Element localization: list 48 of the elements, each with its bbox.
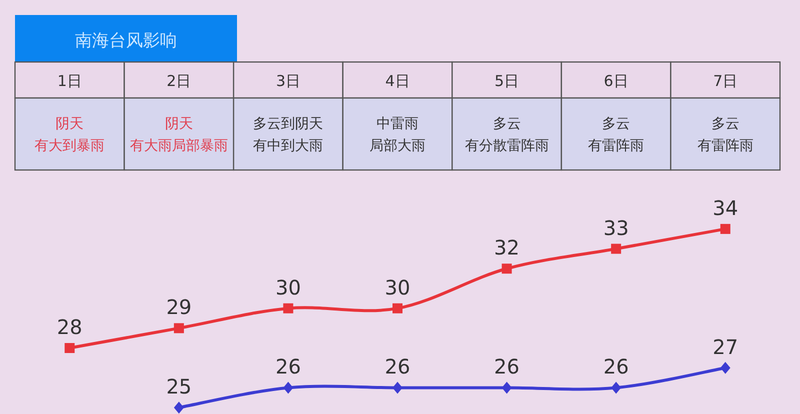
text: 中雷雨 <box>376 116 418 132</box>
x-tick-label: 3日 <box>276 72 300 90</box>
point <box>64 343 75 354</box>
point <box>174 402 184 414</box>
chart-title: 南海台风影响 <box>75 31 177 51</box>
data-label: 25 <box>166 374 192 399</box>
text: 有中到大雨 <box>253 138 324 154</box>
text: 有雷阵雨 <box>697 138 754 154</box>
data-label: 32 <box>494 236 520 260</box>
x-tick-label: 4日 <box>385 72 410 90</box>
data-label: 29 <box>166 295 192 320</box>
text: 有雷阵雨 <box>588 138 644 154</box>
text: 阴天 <box>56 116 84 132</box>
point <box>502 264 512 274</box>
x-tick-label: 2日 <box>166 72 192 90</box>
x-tick-label: 6日 <box>604 72 628 90</box>
point <box>720 362 730 374</box>
text: 有大雨局部暴雨 <box>130 138 228 154</box>
data-label: 33 <box>603 216 629 240</box>
text: 多云 <box>492 116 521 132</box>
data-label: 26 <box>603 354 629 379</box>
text: 有大到暴雨 <box>34 138 105 154</box>
x-tick-label: 5日 <box>494 72 520 90</box>
data-label: 30 <box>275 275 301 300</box>
data-label: 34 <box>712 196 738 220</box>
point <box>720 224 730 234</box>
point <box>392 303 402 314</box>
point <box>392 382 402 394</box>
text: 有分散雷阵雨 <box>464 138 549 154</box>
data-label: 26 <box>384 354 410 379</box>
data-label: 30 <box>384 275 410 300</box>
point <box>283 303 294 314</box>
text: 多云 <box>711 116 740 132</box>
text: 阴天 <box>164 116 193 132</box>
data-label: 28 <box>56 315 82 340</box>
x-tick-label: 7日 <box>713 72 738 90</box>
point <box>502 382 512 394</box>
text: 多云 <box>602 116 630 132</box>
x-tick-label: 1日 <box>57 72 82 90</box>
point <box>174 323 184 334</box>
data-label: 26 <box>494 354 520 379</box>
point <box>611 244 622 254</box>
text: 多云到阴天 <box>253 116 324 132</box>
point <box>611 382 622 394</box>
text: 局部大雨 <box>370 138 426 154</box>
data-label: 26 <box>275 354 301 379</box>
point <box>283 382 294 394</box>
data-label: 27 <box>712 334 738 359</box>
